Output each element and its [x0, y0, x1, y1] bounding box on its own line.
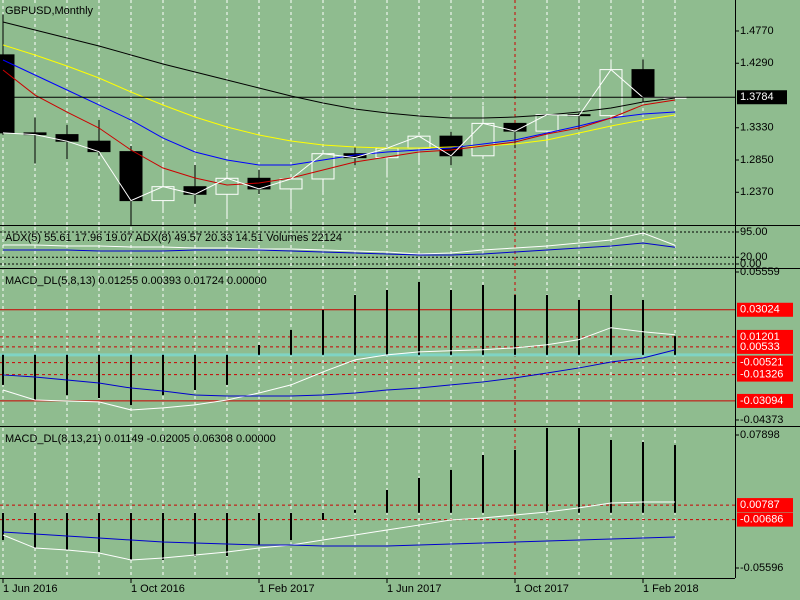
- last-price-box: [737, 90, 787, 105]
- x-tick-label: 1 Feb 2017: [259, 583, 315, 595]
- candle-body: [87, 140, 111, 153]
- x-tick-label: 1 Oct 2017: [515, 583, 569, 595]
- level-label-box: [737, 367, 793, 382]
- panel: [0, 227, 735, 268]
- candle-body: [535, 114, 559, 132]
- candle-body: [279, 178, 303, 190]
- y-tick-label: 0.00: [740, 258, 761, 270]
- level-label: -0.01326: [740, 368, 783, 380]
- series-line: [2, 531, 676, 547]
- panel-title: MACD_DL(8,13,21) 0.01149 -0.02005 0.0630…: [5, 433, 276, 445]
- series-line: [2, 44, 676, 149]
- candle-body: [0, 54, 15, 134]
- candle-body: [471, 122, 495, 157]
- y-tick-label: -0.05596: [740, 562, 783, 574]
- y-tick-label: 1.2850: [740, 154, 774, 166]
- series-line: [2, 501, 675, 561]
- y-tick-label: 0.07898: [740, 429, 780, 441]
- level-label-box: [737, 355, 793, 370]
- candle-body: [119, 151, 143, 202]
- y-tick-label: 1.4290: [740, 57, 774, 69]
- panel-title: GBPUSD,Monthly: [5, 5, 94, 17]
- level-label: 0.00787: [740, 499, 780, 511]
- series-line: [2, 21, 676, 119]
- y-tick-label: -0.04373: [740, 414, 783, 426]
- level-label: 0.00533: [740, 341, 780, 353]
- candle-body: [631, 69, 655, 99]
- level-label: 0.03024: [740, 304, 780, 316]
- x-tick-label: 1 Jun 2016: [3, 583, 57, 595]
- level-label-box: [737, 498, 793, 513]
- y-tick-label: 1.2370: [740, 186, 774, 198]
- y-tick-label: 20.00: [740, 251, 768, 263]
- panel: [0, 428, 735, 578]
- series-line: [2, 327, 676, 411]
- candle-body: [311, 153, 335, 180]
- level-label-box: [737, 302, 793, 317]
- x-tick-label: 1 Jun 2017: [387, 583, 441, 595]
- candle-body: [439, 135, 463, 157]
- series-line: [2, 349, 676, 397]
- candle-body: [55, 134, 79, 142]
- y-tick-label: 1.4770: [740, 25, 774, 37]
- x-tick-label: 1 Oct 2016: [131, 583, 185, 595]
- level-label-box: [737, 393, 793, 408]
- level-label: -0.00686: [740, 514, 783, 526]
- frame: [0, 0, 800, 579]
- series-line: [2, 59, 676, 166]
- last-price-label: 1.3784: [740, 91, 774, 103]
- y-tick-label: 95.00: [740, 226, 768, 238]
- level-label: -0.03094: [740, 395, 783, 407]
- candle-body: [407, 135, 431, 149]
- panel-title: ADX(5) 55.61 17.96 19.07 ADX(8) 49.57 20…: [5, 232, 342, 244]
- panel-title: MACD_DL(5,8,13) 0.01255 0.00393 0.01724 …: [5, 275, 267, 287]
- level-label: 0.01201: [740, 331, 780, 343]
- y-tick-label: 1.3330: [740, 122, 774, 134]
- x-tick-label: 1 Feb 2018: [643, 583, 699, 595]
- series-line: [3, 232, 676, 255]
- series-line: [2, 68, 676, 202]
- level-label-box: [737, 339, 793, 354]
- series-line: [2, 69, 676, 186]
- y-tick-label: 0.05559: [740, 266, 780, 278]
- panel: [0, 270, 735, 425]
- level-label-box: [737, 512, 793, 527]
- series-line: [3, 242, 676, 256]
- panel: [0, 0, 735, 225]
- level-label: -0.00521: [740, 356, 783, 368]
